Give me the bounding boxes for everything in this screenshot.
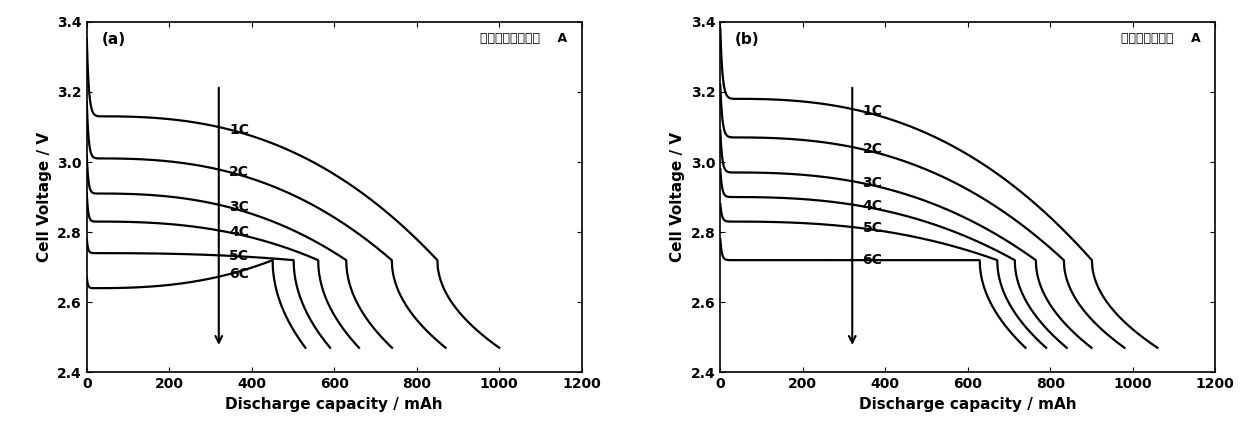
Text: 2C: 2C xyxy=(863,142,883,156)
Y-axis label: Cell Voltage / V: Cell Voltage / V xyxy=(670,132,686,262)
Text: 4C: 4C xyxy=(229,226,249,240)
Text: 喷涂氮化钛样品    A: 喷涂氮化钛样品 A xyxy=(1121,32,1200,46)
Text: 6C: 6C xyxy=(229,267,249,281)
Text: (b): (b) xyxy=(735,32,760,47)
Text: 2C: 2C xyxy=(229,165,249,179)
Text: (a): (a) xyxy=(102,32,125,47)
Text: 1C: 1C xyxy=(863,105,883,118)
Text: 3C: 3C xyxy=(863,176,883,190)
Text: 1C: 1C xyxy=(229,123,249,137)
Text: 4C: 4C xyxy=(863,199,883,213)
Text: 未喷涂氮化钛样品    A: 未喷涂氮化钛样品 A xyxy=(480,32,567,46)
Text: 5C: 5C xyxy=(863,221,883,235)
X-axis label: Discharge capacity / mAh: Discharge capacity / mAh xyxy=(859,397,1076,412)
Y-axis label: Cell Voltage / V: Cell Voltage / V xyxy=(37,132,52,262)
Text: 5C: 5C xyxy=(229,249,249,263)
Text: 3C: 3C xyxy=(229,201,249,215)
Text: 6C: 6C xyxy=(863,253,883,267)
X-axis label: Discharge capacity / mAh: Discharge capacity / mAh xyxy=(226,397,443,412)
